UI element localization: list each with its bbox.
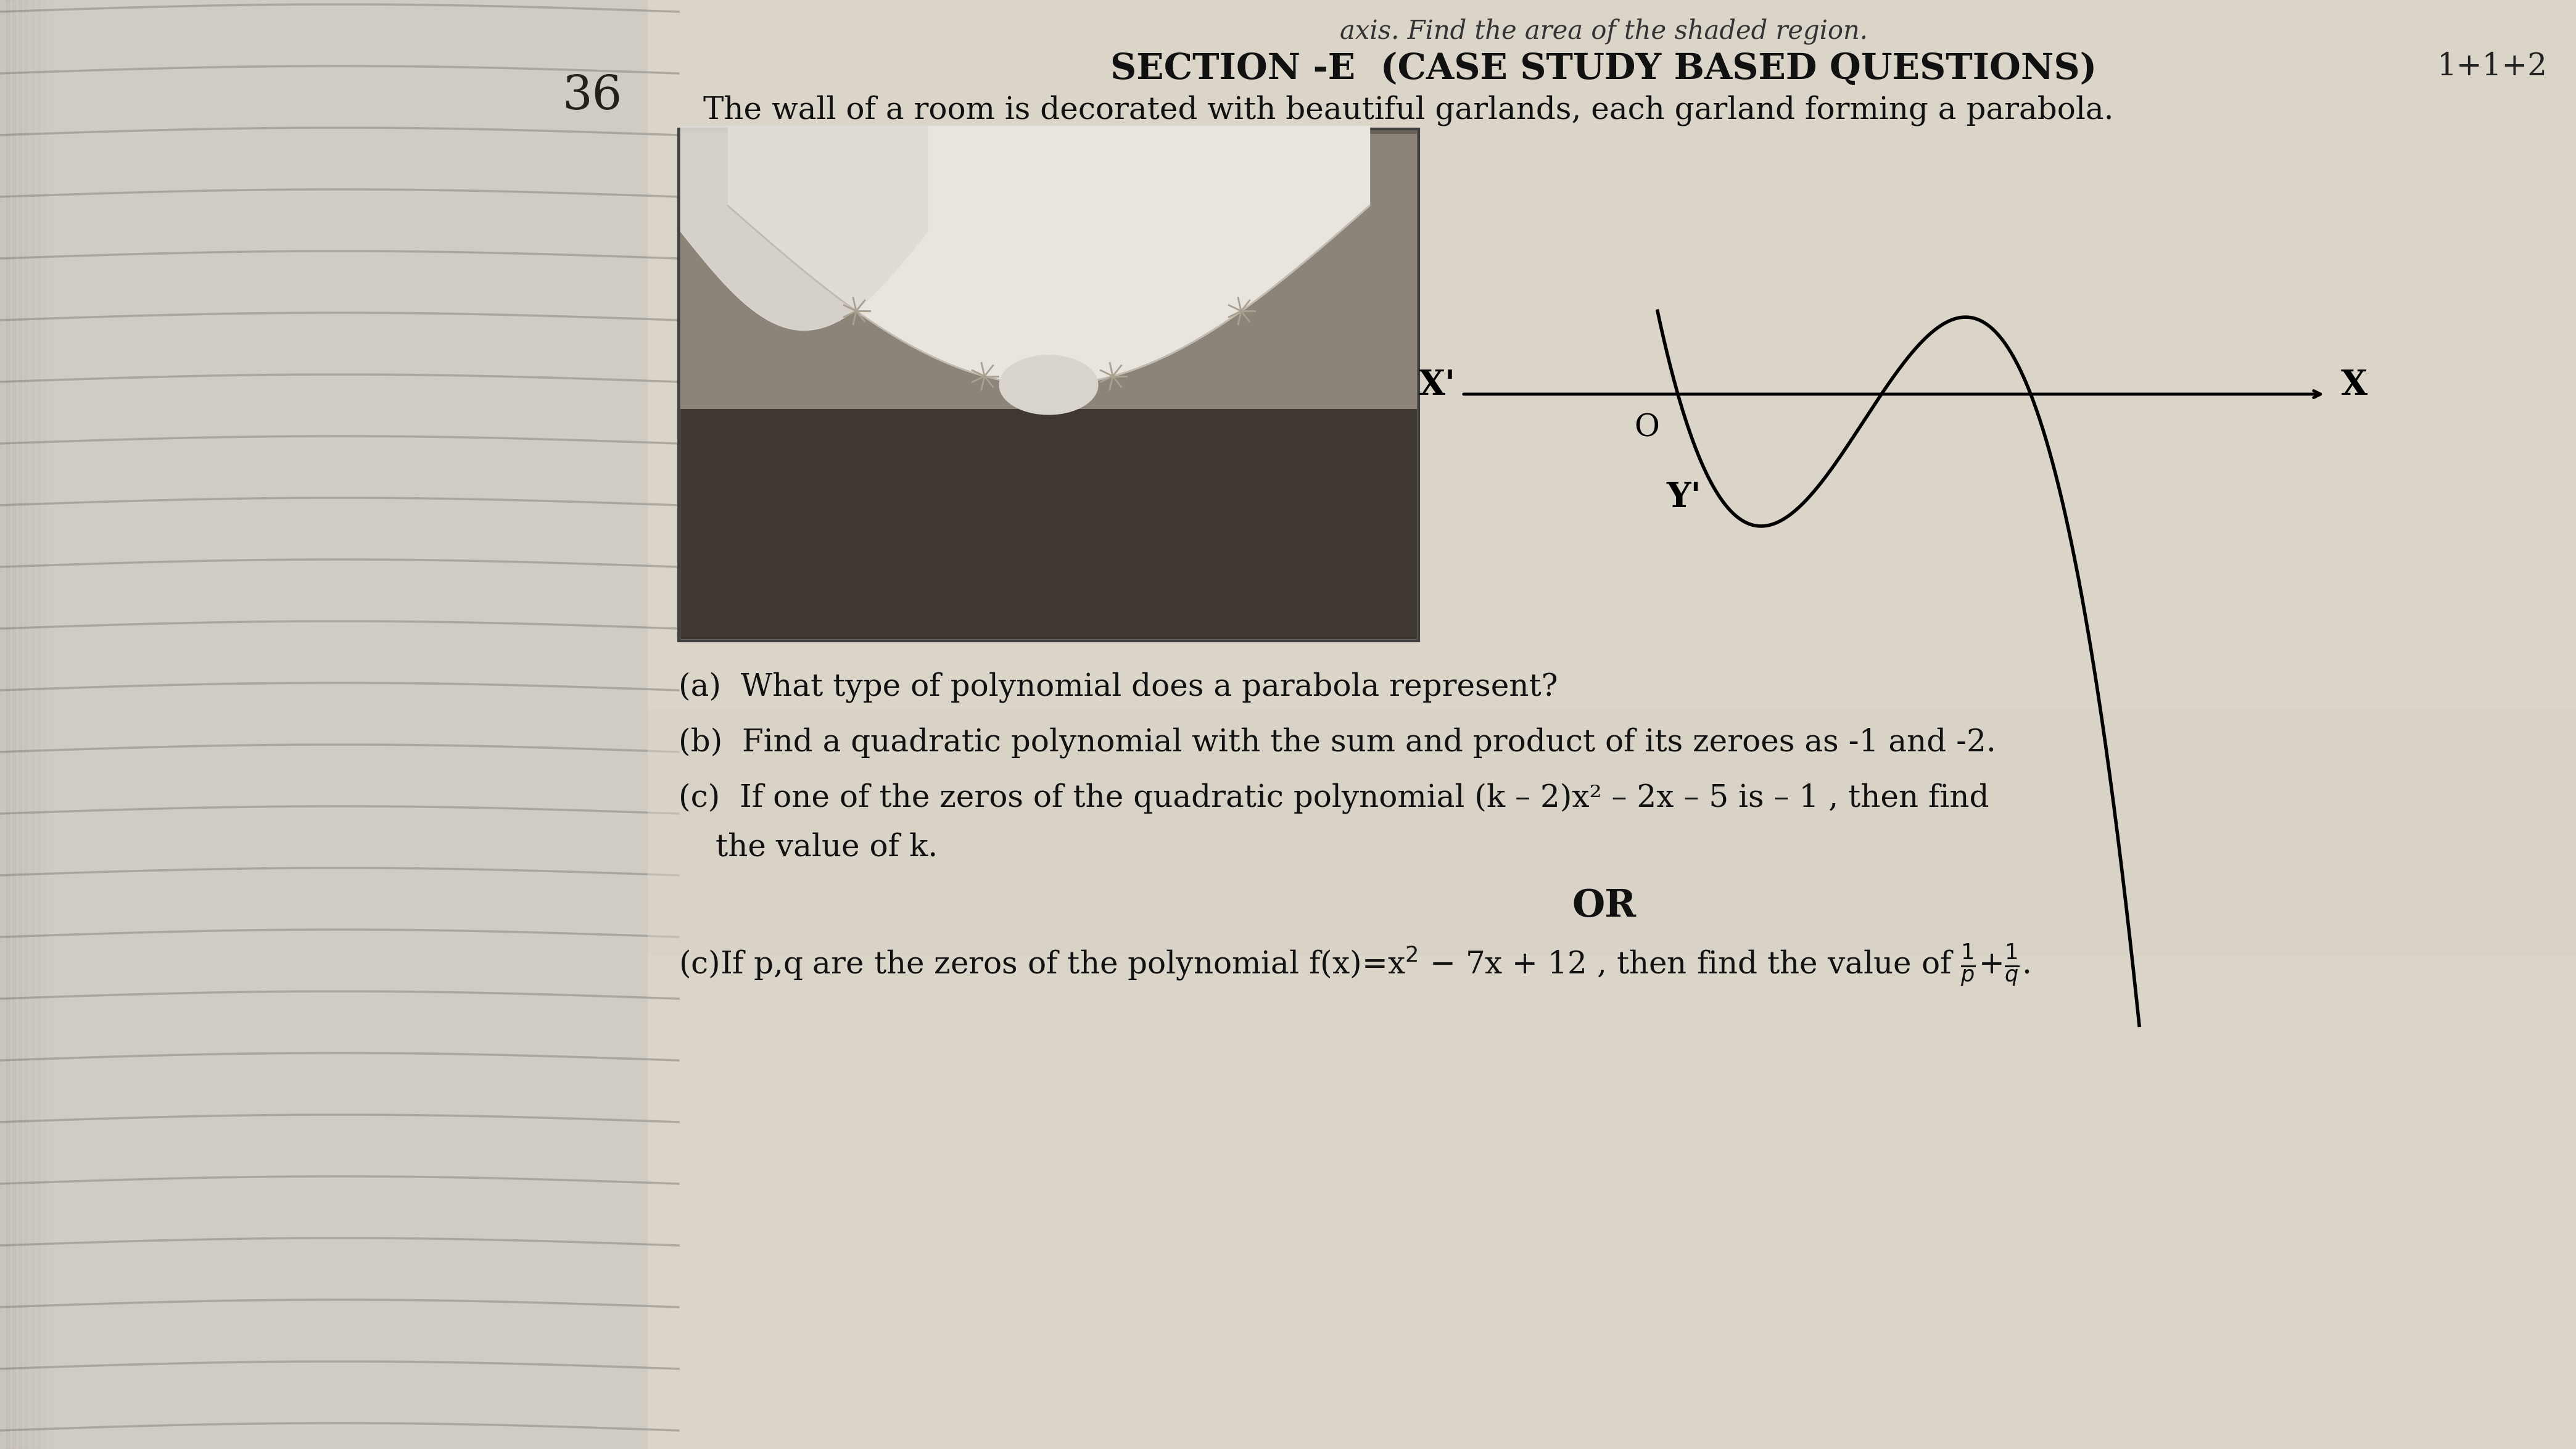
FancyBboxPatch shape: [677, 129, 1419, 640]
Bar: [18, 0, 28, 1449]
Text: 1+1+2: 1+1+2: [2437, 52, 2548, 83]
Text: OR: OR: [1571, 888, 1636, 924]
Text: axis. Find the area of the shaded region.: axis. Find the area of the shaded region…: [1340, 17, 1868, 43]
Text: X: X: [2342, 368, 2367, 401]
Bar: [0, 0, 10, 1449]
Text: (c)  If one of the zeros of the quadratic polynomial (k – 2)x² – 2x – 5 is – 1 ,: (c) If one of the zeros of the quadratic…: [677, 782, 1989, 814]
Text: The wall of a room is decorated with beautiful garlands, each garland forming a : The wall of a room is decorated with bea…: [703, 96, 2115, 126]
Text: O: O: [1633, 413, 1659, 443]
Bar: [44, 0, 52, 1449]
FancyBboxPatch shape: [647, 709, 2576, 955]
Text: (b)  Find a quadratic polynomial with the sum and product of its zeroes as -1 an: (b) Find a quadratic polynomial with the…: [677, 727, 1996, 758]
Bar: [31, 0, 41, 1449]
FancyBboxPatch shape: [0, 0, 647, 1449]
Text: (a)  What type of polynomial does a parabola represent?: (a) What type of polynomial does a parab…: [677, 672, 1558, 703]
Text: the value of k.: the value of k.: [716, 832, 938, 862]
Polygon shape: [999, 355, 1097, 414]
Text: SECTION -E  (CASE STUDY BASED QUESTIONS): SECTION -E (CASE STUDY BASED QUESTIONS): [1110, 52, 2097, 87]
FancyBboxPatch shape: [680, 409, 1417, 639]
Bar: [5, 0, 15, 1449]
Bar: [26, 0, 33, 1449]
Text: 36: 36: [562, 74, 623, 119]
FancyBboxPatch shape: [647, 0, 2576, 1449]
Text: X': X': [1419, 368, 1455, 401]
Bar: [13, 0, 21, 1449]
Bar: [36, 0, 46, 1449]
Text: (c)If p,q are the zeros of the polynomial f(x)=x$^2$ $-$ 7x + 12 , then find the: (c)If p,q are the zeros of the polynomia…: [677, 943, 2030, 988]
FancyBboxPatch shape: [680, 135, 1417, 410]
Text: Y': Y': [1667, 481, 1703, 514]
